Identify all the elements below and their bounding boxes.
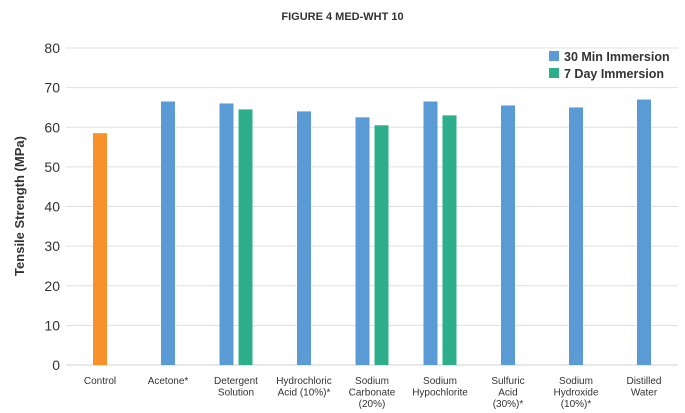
y-axis-ticks: 0 10 20 30 40 50 60 70 80 bbox=[44, 40, 60, 373]
bar bbox=[442, 115, 457, 365]
x-tick-label: Control bbox=[84, 376, 116, 387]
bar bbox=[93, 133, 107, 365]
bar bbox=[501, 105, 515, 366]
x-tick-label: Sulfuric Acid (30%)* bbox=[491, 376, 524, 410]
y-tick-label: 80 bbox=[44, 40, 60, 56]
x-axis-ticks: Control Acetone* Detergent Solution Hydrochl… bbox=[84, 376, 662, 410]
x-tick-label: Sodium Carbonate (20%) bbox=[349, 376, 396, 410]
x-tick-label: Sodium Hydroxide (10%)* bbox=[553, 376, 598, 410]
legend-swatch bbox=[549, 68, 559, 78]
x-tick-label: Acetone* bbox=[148, 376, 189, 387]
x-tick-label: Hydrochloric Acid (10%)* bbox=[276, 376, 332, 399]
x-tick-label: Sodium Hypochlorite bbox=[412, 376, 468, 399]
bar bbox=[355, 117, 370, 365]
y-tick-label: 70 bbox=[44, 80, 60, 96]
chart-title: FIGURE 4 MED-WHT 10 bbox=[281, 11, 403, 23]
y-axis-label: Tensile Strength (MPa) bbox=[12, 136, 27, 276]
legend: 30 Min Immersion 7 Day Immersion bbox=[549, 50, 670, 81]
legend-swatch bbox=[549, 51, 559, 61]
y-tick-label: 10 bbox=[44, 317, 60, 333]
bar bbox=[423, 101, 438, 366]
x-tick-label: Distilled Water bbox=[626, 376, 661, 399]
bar bbox=[219, 103, 234, 365]
bar bbox=[374, 125, 389, 365]
bar bbox=[637, 99, 651, 365]
x-tick-label: Detergent Solution bbox=[214, 376, 258, 399]
bar bbox=[238, 109, 253, 365]
y-tick-label: 30 bbox=[44, 238, 60, 254]
legend-label: 7 Day Immersion bbox=[564, 67, 664, 81]
y-tick-label: 40 bbox=[44, 199, 60, 215]
y-tick-label: 60 bbox=[44, 119, 60, 135]
y-tick-label: 20 bbox=[44, 278, 60, 294]
bar bbox=[569, 107, 583, 365]
legend-label: 30 Min Immersion bbox=[564, 50, 670, 64]
y-tick-label: 0 bbox=[52, 357, 60, 373]
bars bbox=[93, 99, 651, 366]
bar bbox=[161, 101, 175, 366]
gridlines bbox=[66, 47, 678, 366]
bar bbox=[297, 111, 311, 366]
y-tick-label: 50 bbox=[44, 159, 60, 175]
